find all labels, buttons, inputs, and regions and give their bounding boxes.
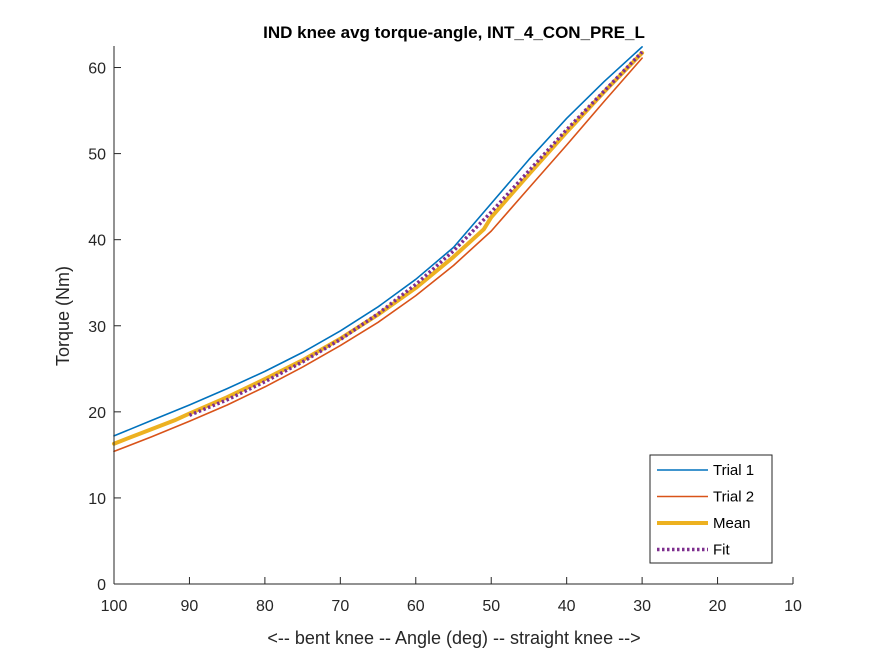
x-tick-label: 100 bbox=[101, 598, 128, 615]
legend-box bbox=[649, 454, 773, 564]
x-tick-label: 90 bbox=[181, 598, 199, 615]
x-tick-label: 40 bbox=[558, 598, 576, 615]
y-axis-label: Torque (Nm) bbox=[53, 266, 73, 366]
x-tick-label: 20 bbox=[709, 598, 727, 615]
x-tick-label: 30 bbox=[633, 598, 651, 615]
y-tick-label: 30 bbox=[88, 319, 106, 336]
series-line-trial-1 bbox=[113, 46, 643, 437]
series-line-trial-2 bbox=[113, 57, 643, 453]
x-tick-label: 60 bbox=[407, 598, 425, 615]
x-tick-label: 10 bbox=[784, 598, 802, 615]
chart-title: IND knee avg torque-angle, INT_4_CON_PRE… bbox=[263, 23, 645, 42]
y-tick-label: 50 bbox=[88, 147, 106, 164]
legend-label: Trial 1 bbox=[713, 462, 754, 479]
legend-label: Mean bbox=[713, 515, 751, 532]
x-axis-label: <-- bent knee -- Angle (deg) -- straight… bbox=[267, 628, 640, 648]
x-tick-label: 50 bbox=[482, 598, 500, 615]
series-line-mean bbox=[112, 50, 645, 446]
legend-label: Trial 2 bbox=[713, 489, 754, 506]
y-tick-label: 10 bbox=[88, 491, 106, 508]
axes-layer bbox=[113, 46, 793, 585]
series-layer bbox=[112, 46, 645, 453]
legend-label: Fit bbox=[713, 542, 730, 559]
y-tick-label: 0 bbox=[97, 577, 106, 594]
legend: Trial 1 Trial 2 Mean Fit bbox=[649, 454, 773, 564]
y-tick-label: 60 bbox=[88, 61, 106, 78]
y-tick-label: 20 bbox=[88, 405, 106, 422]
x-tick-label: 70 bbox=[331, 598, 349, 615]
y-tick-label: 40 bbox=[88, 233, 106, 250]
x-tick-label: 80 bbox=[256, 598, 274, 615]
